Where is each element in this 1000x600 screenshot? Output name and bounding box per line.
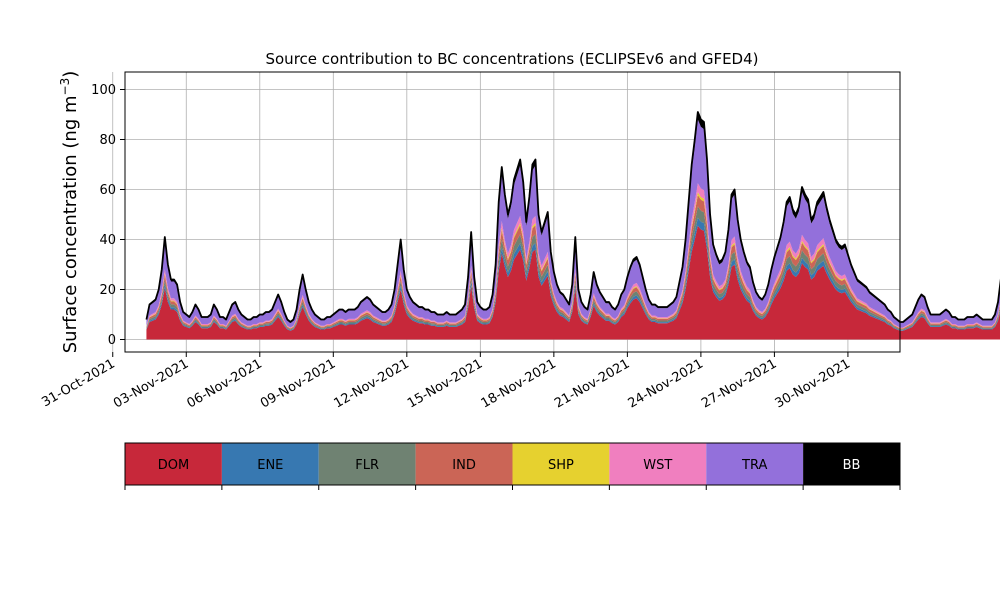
- legend-swatch-ind: [415, 443, 513, 485]
- y-tick-label: 80: [99, 133, 116, 148]
- y-axis-label-main: Surface concentration (ng m: [60, 95, 81, 353]
- legend-label-ene: ENE: [257, 458, 283, 473]
- legend-label-shp: SHP: [548, 458, 574, 473]
- plot-frame: [124, 71, 901, 353]
- x-tick-label: 21-Nov-2021: [552, 356, 632, 411]
- legend-swatch-ene: [221, 443, 319, 485]
- y-axis-label-superscript: −3: [58, 78, 72, 96]
- chart-title: Source contribution to BC concentrations…: [265, 50, 758, 68]
- legend-swatch-dom: [125, 443, 222, 485]
- y-axis-label-close: ): [60, 71, 81, 78]
- x-tick-label: 27-Nov-2021: [699, 356, 779, 411]
- legend-swatch-flr: [318, 443, 416, 485]
- total-line: [145, 111, 1000, 323]
- legend-label-flr: FLR: [355, 458, 379, 473]
- y-axis-label: Surface concentration (ng m−3): [58, 71, 81, 354]
- x-tick-label: 09-Nov-2021: [258, 356, 338, 411]
- legend-swatch-shp: [512, 443, 610, 485]
- y-tick-label: 60: [99, 183, 116, 198]
- legend-swatch-tra: [706, 443, 804, 485]
- x-tick-label: 06-Nov-2021: [185, 356, 265, 411]
- area-layer-dom: [146, 225, 1000, 340]
- legend-label-dom: DOM: [158, 458, 189, 473]
- y-tick-label: 100: [91, 83, 116, 98]
- x-tick-label: 31-Oct-2021: [39, 356, 117, 410]
- x-tick-label: 12-Nov-2021: [332, 356, 412, 411]
- y-tick-label: 40: [99, 233, 116, 248]
- legend-label-wst: WST: [643, 458, 672, 473]
- y-tick-label: 20: [99, 283, 116, 298]
- y-tick-label: 0: [108, 333, 116, 348]
- legend-label-tra: TRA: [741, 458, 767, 473]
- x-tick-label: 24-Nov-2021: [626, 356, 706, 411]
- legend-label-bb: BB: [843, 458, 861, 473]
- x-tick-label: 15-Nov-2021: [405, 356, 485, 411]
- legend-swatch-wst: [609, 443, 707, 485]
- x-tick-label: 18-Nov-2021: [479, 356, 559, 411]
- x-tick-label: 30-Nov-2021: [773, 356, 853, 411]
- legend-swatch-bb: [803, 443, 900, 485]
- x-tick-label: 03-Nov-2021: [111, 356, 191, 411]
- legend-label-ind: IND: [452, 458, 476, 473]
